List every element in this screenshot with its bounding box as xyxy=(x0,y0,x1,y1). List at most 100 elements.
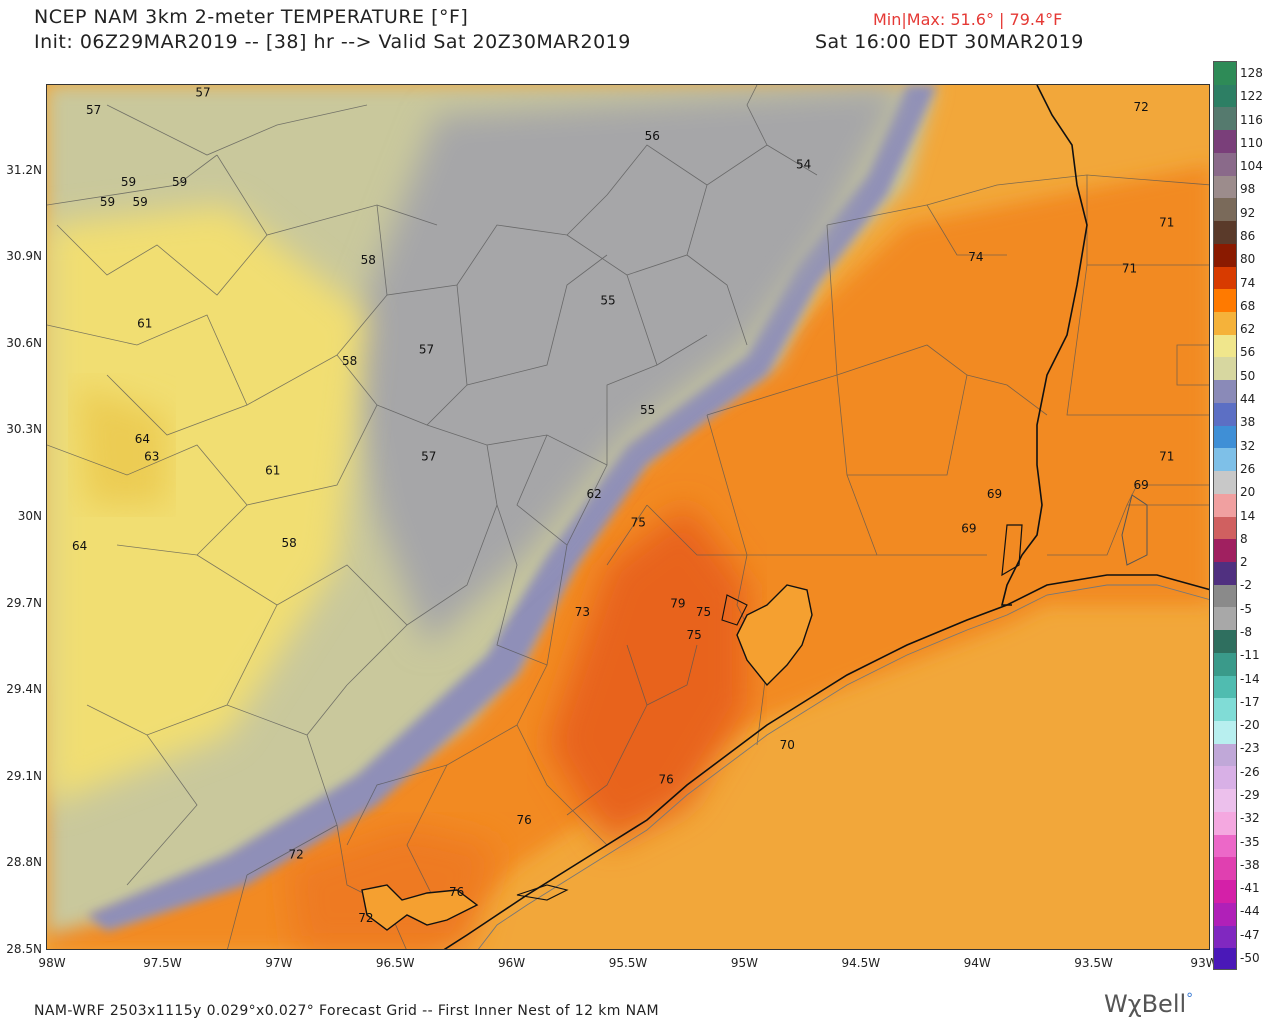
colorbar-tick-label: 110 xyxy=(1240,135,1263,150)
colorbar-tick-label: 92 xyxy=(1240,205,1256,220)
temp-label: 64 xyxy=(135,432,150,446)
lat-tick-label: 30N xyxy=(17,509,42,523)
colorbar-segment xyxy=(1214,334,1236,359)
temp-label: 69 xyxy=(1134,478,1149,492)
colorbar-segment xyxy=(1214,107,1236,132)
init-valid-line: Init: 06Z29MAR2019 -- [38] hr --> Valid … xyxy=(34,31,631,53)
colorbar-segment xyxy=(1214,425,1236,450)
colorbar-segment xyxy=(1214,857,1236,882)
colorbar-segment xyxy=(1214,607,1236,632)
brand-text: WχBell xyxy=(1104,990,1187,1018)
colorbar-tick-label: 44 xyxy=(1240,392,1256,407)
lat-tick-label: 30.9N xyxy=(6,249,42,264)
colorbar-segment xyxy=(1214,402,1236,427)
colorbar-segment xyxy=(1214,811,1236,836)
temp-label: 73 xyxy=(575,605,590,619)
colorbar-tick-label: -23 xyxy=(1240,741,1260,756)
colorbar-segment xyxy=(1214,175,1236,200)
colorbar-tick-label: 74 xyxy=(1240,275,1256,290)
colorbar-tick-label: -44 xyxy=(1240,904,1260,919)
colorbar-segment xyxy=(1214,675,1236,700)
lon-tick-label: 97.5W xyxy=(143,956,182,970)
wxbell-logo: WχBell° xyxy=(1104,990,1193,1018)
colorbar-segment xyxy=(1214,152,1236,177)
temp-label: 57 xyxy=(419,343,434,357)
temp-label: 58 xyxy=(281,536,296,550)
colorbar-segment xyxy=(1214,561,1236,586)
temperature-map: 57 57 56 54 72 59 59 59 59 71 58 74 71 55 61 57 58 55 64 63… xyxy=(46,84,1210,950)
colorbar-segment xyxy=(1214,925,1236,950)
temp-label: 64 xyxy=(72,539,87,553)
colorbar-segment xyxy=(1214,902,1236,927)
colorbar-segment xyxy=(1214,652,1236,677)
lat-tick-label: 28.5N xyxy=(6,942,42,956)
temp-label: 76 xyxy=(659,773,674,787)
colorbar-tick-label: -29 xyxy=(1240,787,1260,802)
colorbar-segment xyxy=(1214,834,1236,859)
colorbar-tick-label: -35 xyxy=(1240,834,1260,849)
temp-label: 62 xyxy=(586,487,601,501)
temp-label: 56 xyxy=(645,129,660,143)
temperature-labels: 57 57 56 54 72 59 59 59 59 71 58 74 71 55 61 57 58 55 64 63… xyxy=(72,86,1174,926)
temp-label: 76 xyxy=(449,885,464,899)
colorbar-tick-label: 62 xyxy=(1240,322,1256,337)
lat-tick-label: 28.8N xyxy=(6,855,42,870)
colorbar-segment xyxy=(1214,289,1236,313)
colorbar-segment xyxy=(1214,221,1236,245)
colorbar-segment xyxy=(1214,539,1236,563)
colorbar-segment xyxy=(1214,721,1236,745)
sabine-lake xyxy=(1001,524,1023,577)
lon-tick-label: 93.5W xyxy=(1074,956,1113,970)
colorbar-tick-label: -14 xyxy=(1240,671,1260,686)
colorbar-tick-label: 104 xyxy=(1240,159,1263,174)
temp-label: 75 xyxy=(696,605,711,619)
colorbar-tick-label: 8 xyxy=(1240,531,1248,546)
colorbar-segment xyxy=(1214,789,1236,813)
colorbar-tick-label: 2 xyxy=(1240,555,1248,570)
lon-tick-label: 97W xyxy=(265,956,293,970)
temp-label: 61 xyxy=(137,317,152,331)
colorbar-segment xyxy=(1214,243,1236,268)
temp-label: 54 xyxy=(796,158,811,172)
matagorda-bay xyxy=(361,884,479,931)
temp-label: 74 xyxy=(968,250,983,264)
colorbar-tick-label: -11 xyxy=(1240,648,1260,663)
temp-label: 57 xyxy=(421,449,436,463)
west-warm-field xyxy=(47,205,367,805)
cool-gray-field xyxy=(347,85,907,645)
temp-label: 55 xyxy=(640,403,655,417)
colorbar-segment xyxy=(1214,62,1236,86)
temp-label: 55 xyxy=(600,293,615,307)
lon-tick-label: 96.5W xyxy=(375,956,415,970)
colorbar-segment xyxy=(1214,698,1236,723)
temp-label: 79 xyxy=(670,597,685,611)
temp-label: 59 xyxy=(100,195,115,209)
lon-tick-label: 94.5W xyxy=(841,956,881,970)
temp-label: 71 xyxy=(1122,262,1137,276)
coastal-lagoon xyxy=(516,884,569,901)
lon-tick-label: 98W xyxy=(38,956,66,970)
lat-tick-label: 29.4N xyxy=(6,682,42,697)
temp-label: 72 xyxy=(1134,100,1149,114)
colorbar-segment xyxy=(1214,516,1236,541)
colorbar-tick-label: 80 xyxy=(1240,252,1256,267)
temp-label: 76 xyxy=(517,813,532,827)
lon-tick-label: 94W xyxy=(963,956,991,970)
temp-label: 57 xyxy=(86,103,101,117)
lon-tick-label: 95W xyxy=(730,956,758,970)
colorbar-tick-label: 98 xyxy=(1240,182,1256,197)
colorbar-tick-label: -47 xyxy=(1240,927,1260,942)
lon-tick-label: 96W xyxy=(498,956,526,970)
colorbar-tick-label: -26 xyxy=(1240,764,1260,779)
colorbar-segment xyxy=(1214,84,1236,109)
state-border-line xyxy=(1000,85,1088,606)
temp-label: 75 xyxy=(631,516,646,530)
temp-label: 58 xyxy=(342,354,357,368)
temperature-colorbar xyxy=(1213,61,1237,970)
brand-dot-icon: ° xyxy=(1186,991,1194,1007)
temp-label: 75 xyxy=(687,628,702,642)
colorbar-tick-label: -50 xyxy=(1240,951,1260,965)
colorbar-tick-label: 38 xyxy=(1240,415,1256,430)
hot-core-field xyxy=(547,505,747,845)
temp-label: 59 xyxy=(121,175,136,189)
